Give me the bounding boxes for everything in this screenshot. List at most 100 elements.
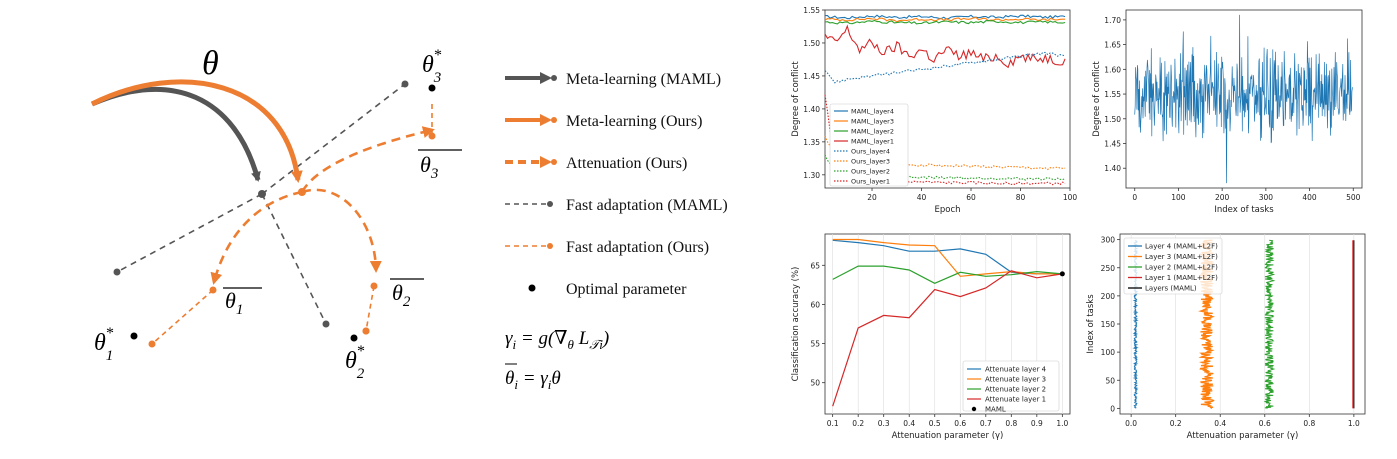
legend-arrowhead [540,72,552,84]
x-tick-label: 200 [1215,193,1230,202]
x-axis-label: Attenuation parameter (γ) [892,431,1004,441]
y-tick-label: 300 [1101,236,1116,245]
y-tick-label: 1.60 [1104,65,1121,74]
x-axis-label: Epoch [934,205,960,215]
x-tick-label: 100 [1171,193,1186,202]
x-tick-label: 20 [867,193,877,202]
x-axis-label: Attenuation parameter (γ) [1187,431,1299,441]
y-tick-label: 1.40 [803,105,820,114]
legend-frame [829,103,909,187]
legend-dot [551,159,557,165]
series-line [832,265,1063,284]
y-tick-label: 65 [810,261,820,270]
y-tick-label: 1.65 [1104,41,1121,50]
svg-text:θ1: θ1 [225,288,243,318]
chart-legend: Attenuate layer 4 Attenuate layer 3 Attenu… [962,360,1060,414]
legend-label: Layer 1 (MAML+L2F) [1145,274,1218,282]
y-tick-label: 1.30 [803,171,820,180]
theta-label: θ [202,45,219,82]
legend-label: Layer 3 (MAML+L2F) [1145,253,1218,261]
concept-diagram: θ θ3* θ1* θ2* θ3 θ1 θ2 [90,45,462,382]
legend-label: MAML_layer2 [851,128,894,136]
legend-item: Meta-learning (Ours) [505,113,702,130]
legend-label: Ours_layer4 [851,148,890,156]
x-tick-label: 0.3 [878,419,890,428]
legend-item: Fast adaptation (Ours) [505,239,709,256]
legend-label: Attenuate layer 1 [985,396,1046,404]
legend-dot [547,201,553,207]
x-tick-label: 0.9 [1031,419,1043,428]
y-axis-label: Index of tasks [1086,294,1096,354]
y-tick-label: 60 [810,300,820,309]
y-axis-label: Classification accuracy (%) [791,267,801,382]
chart-legend: Layer 4 (MAML+L2F) Layer 3 (MAML+L2F) Laye… [1123,237,1223,295]
svg-text:θ2: θ2 [392,280,411,310]
y-tick-label: 50 [810,379,820,388]
series-line [1134,14,1353,184]
maml-fast-adaptation-lines [116,83,406,325]
theta-star-2-label: θ2* [345,343,365,382]
svg-text:θ3: θ3 [420,152,438,182]
legend-item: Attenuation (Ours) [505,155,687,172]
legend-dot [547,243,553,249]
y-tick-label: 1.45 [803,72,820,81]
x-tick-label: 80 [1016,193,1026,202]
legend-label: MAML [985,406,1006,414]
chart-attenuation-distribution: 0.0 0.2 0.4 0.6 0.8 1.0 0 50 100 150 200 250 300 Atte… [1086,233,1366,441]
legend-label: Attenuation (Ours) [566,155,687,172]
legend-dot [551,75,557,81]
chart-legend: MAML_layer4 MAML_layer3 MAML_layer2 MAML_la… [829,103,909,187]
legend-label: MAML_layer3 [851,118,894,126]
y-tick-label: 55 [810,340,820,349]
y-tick-label: 1.55 [1104,90,1121,99]
y-tick-label: 250 [1101,264,1116,273]
y-tick-label: 200 [1101,292,1116,301]
chart-conflict-epoch: 20 40 60 80 100 1.30 1.35 1.40 1.45 1.50 1.55 Epoch… [791,6,1077,215]
x-tick-label: 500 [1346,193,1361,202]
x-tick-label: 1.0 [1056,419,1068,428]
x-tick-label: 400 [1302,193,1317,202]
y-tick-label: 1.40 [1104,164,1121,173]
y-tick-label: 1.50 [1104,115,1121,124]
y-axis-label: Degree of conflict [791,61,801,137]
optimal-point-3 [428,84,436,92]
series-line [1263,239,1276,409]
legend-label: Meta-learning (Ours) [566,113,702,130]
legend-label: Layers (MAML) [1145,285,1197,293]
x-tick-label: 300 [1259,193,1274,202]
chart-conflict-tasks: 0 100 200 300 400 500 1.40 1.45 1.50 1.55 1.60 1.65… [1092,9,1363,215]
diagram-points [113,80,436,348]
series-line [824,16,1066,23]
legend-arrowhead [540,156,552,168]
series-line [832,270,1063,407]
y-tick-label: 1.45 [1104,140,1121,149]
y-tick-label: 100 [1101,348,1116,357]
x-tick-label: 0.8 [1303,419,1315,428]
legend-label: MAML_layer4 [851,108,894,116]
x-tick-label: 0.1 [827,419,839,428]
ours-fast-adaptation-lines [151,100,433,345]
series-line [825,14,1066,20]
attenuation-arrows [210,126,435,285]
x-axis-label: Index of tasks [1214,205,1274,215]
y-tick-label: 1.35 [803,138,820,147]
x-tick-label: 0.2 [852,419,864,428]
equation-gamma: γi = g(∇θ L𝒯i) [505,328,609,352]
chart-accuracy-attenuation: 0.1 0.2 0.3 0.4 0.5 0.6 0.7 0.8 0.9 1.0 50 55 60 65 At… [791,233,1071,441]
x-tick-label: 0.4 [903,419,915,428]
x-tick-label: 100 [1063,193,1077,202]
theta-bar-1-label: θ1 [223,287,262,318]
legend-swatch [971,406,977,412]
series-line [824,51,1066,84]
x-tick-label: 40 [917,193,927,202]
x-tick-label: 0.7 [980,419,992,428]
legend-swatch [528,284,536,292]
legend-frame [962,360,1060,412]
legend-frame [1123,237,1223,295]
y-axis-label: Degree of conflict [1092,61,1102,137]
legend-label: Attenuate layer 3 [985,376,1046,384]
y-tick-label: 1.50 [803,39,820,48]
theta-star-1-label: θ1* [94,325,113,364]
legend-label: Layer 4 (MAML+L2F) [1145,243,1218,251]
y-tick-label: 50 [1105,376,1115,385]
